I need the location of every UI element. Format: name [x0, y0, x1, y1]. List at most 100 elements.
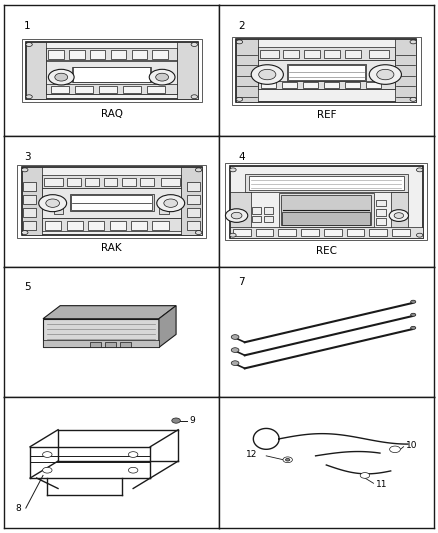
- Bar: [187, 182, 200, 191]
- Bar: [152, 50, 168, 59]
- Bar: [54, 204, 64, 214]
- Bar: [147, 86, 165, 93]
- Bar: [258, 47, 395, 60]
- Bar: [26, 42, 46, 99]
- Bar: [44, 177, 63, 186]
- Text: 9: 9: [189, 416, 195, 425]
- Circle shape: [128, 467, 138, 473]
- Bar: [282, 83, 297, 88]
- Bar: [46, 84, 177, 94]
- Bar: [105, 342, 116, 347]
- Bar: [366, 83, 381, 88]
- Bar: [152, 221, 169, 230]
- Bar: [345, 83, 360, 88]
- Bar: [233, 229, 251, 237]
- Bar: [345, 50, 360, 58]
- Bar: [264, 207, 272, 214]
- Bar: [42, 218, 181, 231]
- Bar: [69, 50, 85, 59]
- Bar: [23, 182, 36, 191]
- Bar: [376, 218, 386, 225]
- Bar: [73, 67, 150, 82]
- Bar: [283, 212, 370, 225]
- Bar: [286, 64, 366, 81]
- Circle shape: [172, 418, 180, 423]
- Bar: [281, 195, 371, 225]
- Circle shape: [394, 213, 403, 219]
- Circle shape: [236, 98, 243, 101]
- Bar: [103, 177, 117, 186]
- Bar: [122, 177, 136, 186]
- Bar: [50, 86, 69, 93]
- Bar: [288, 64, 365, 80]
- Circle shape: [283, 457, 293, 463]
- Circle shape: [128, 451, 138, 457]
- Bar: [324, 229, 342, 237]
- Circle shape: [195, 168, 202, 172]
- Circle shape: [195, 231, 202, 235]
- Text: 3: 3: [24, 151, 30, 161]
- Text: 11: 11: [376, 480, 387, 489]
- Polygon shape: [159, 306, 176, 348]
- Bar: [347, 229, 364, 237]
- Bar: [177, 42, 198, 99]
- Bar: [21, 167, 202, 235]
- Bar: [249, 176, 403, 190]
- Circle shape: [42, 451, 52, 457]
- Circle shape: [390, 446, 400, 453]
- Bar: [110, 221, 126, 230]
- Bar: [283, 50, 300, 58]
- Circle shape: [230, 233, 236, 237]
- Bar: [258, 60, 395, 89]
- Bar: [236, 39, 417, 102]
- Bar: [187, 195, 200, 204]
- Text: 8: 8: [15, 504, 21, 513]
- Bar: [131, 221, 147, 230]
- Circle shape: [231, 212, 242, 219]
- Text: RAK: RAK: [101, 243, 122, 253]
- Circle shape: [389, 209, 409, 221]
- Bar: [67, 221, 83, 230]
- Bar: [42, 175, 181, 188]
- Bar: [85, 177, 99, 186]
- Polygon shape: [43, 306, 176, 319]
- Bar: [26, 42, 198, 99]
- Circle shape: [417, 168, 423, 172]
- Text: 5: 5: [24, 282, 30, 292]
- Bar: [324, 83, 339, 88]
- Bar: [252, 216, 261, 222]
- Bar: [187, 208, 200, 217]
- Bar: [159, 204, 169, 214]
- Circle shape: [410, 98, 417, 101]
- Bar: [264, 216, 272, 222]
- Bar: [23, 221, 36, 230]
- Text: 12: 12: [246, 450, 258, 459]
- Bar: [279, 229, 296, 237]
- Text: REC: REC: [316, 246, 337, 256]
- Bar: [236, 39, 258, 102]
- Bar: [230, 192, 251, 238]
- Bar: [232, 37, 421, 104]
- Circle shape: [226, 209, 248, 222]
- Bar: [279, 193, 374, 227]
- Circle shape: [369, 64, 401, 84]
- Circle shape: [417, 233, 423, 237]
- Circle shape: [360, 473, 370, 478]
- Bar: [391, 192, 408, 238]
- Bar: [260, 50, 279, 58]
- Bar: [258, 81, 395, 89]
- Circle shape: [46, 199, 60, 207]
- Bar: [21, 39, 202, 102]
- Bar: [123, 86, 141, 93]
- Bar: [369, 50, 389, 58]
- Bar: [46, 49, 177, 60]
- Circle shape: [191, 95, 198, 99]
- Bar: [90, 50, 106, 59]
- Circle shape: [259, 69, 276, 80]
- Circle shape: [42, 467, 52, 473]
- Bar: [71, 195, 152, 211]
- Bar: [17, 165, 206, 238]
- Bar: [303, 83, 318, 88]
- Circle shape: [55, 73, 68, 81]
- Bar: [99, 86, 117, 93]
